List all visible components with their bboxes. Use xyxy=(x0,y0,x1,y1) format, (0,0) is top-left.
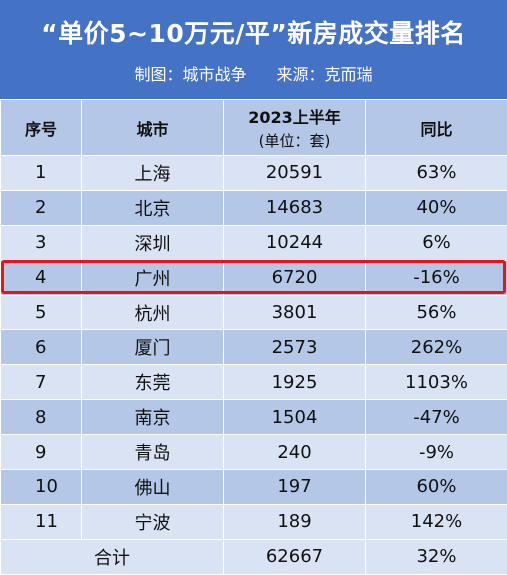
cell-yoy: 56% xyxy=(365,294,507,331)
table-row: 2 北京 14683 40% xyxy=(0,189,507,226)
cell-city: 佛山 xyxy=(81,469,224,505)
cell-yoy: 262% xyxy=(365,329,507,366)
cell-yoy: 1103% xyxy=(365,364,507,401)
header-rank: 序号 xyxy=(0,99,82,156)
cell-volume: 14683 xyxy=(223,189,366,226)
cell-city: 宁波 xyxy=(81,503,224,540)
table-row: 4 广州 6720 -16% xyxy=(0,259,507,296)
cell-volume: 1504 xyxy=(223,399,366,436)
ranking-table: 序号 城市 2023上半年 (单位：套) 同比 1 上海 20591 63% 2 北京 14… xyxy=(0,99,507,575)
table-row: 7 东莞 1925 1103% xyxy=(0,364,507,401)
cell-city: 深圳 xyxy=(81,224,224,261)
cell-city: 上海 xyxy=(81,155,224,191)
cell-volume: 240 xyxy=(223,434,366,471)
cell-volume: 6720 xyxy=(223,259,366,296)
table-header-row: 序号 城市 2023上半年 (单位：套) 同比 xyxy=(0,99,507,156)
cell-city: 东莞 xyxy=(81,364,224,401)
table-row: 1 上海 20591 63% xyxy=(0,155,507,191)
cell-volume: 197 xyxy=(223,469,366,505)
table-row: 11 宁波 189 142% xyxy=(0,503,507,540)
cell-yoy: -47% xyxy=(365,399,507,436)
header-city: 城市 xyxy=(81,99,224,156)
cell-yoy: -9% xyxy=(365,434,507,471)
cell-rank: 9 xyxy=(0,434,82,471)
cell-yoy: 142% xyxy=(365,503,507,540)
cell-volume: 1925 xyxy=(223,364,366,401)
cell-volume: 189 xyxy=(223,503,366,540)
cell-rank: 7 xyxy=(0,364,82,401)
header-volume: 2023上半年 (单位：套) xyxy=(223,99,366,156)
cell-rank: 4 xyxy=(0,259,82,296)
cell-volume: 10244 xyxy=(223,224,366,261)
cell-rank: 1 xyxy=(0,155,82,191)
total-label: 合计 xyxy=(0,538,224,575)
cell-yoy: 40% xyxy=(365,189,507,226)
cell-rank: 8 xyxy=(0,399,82,436)
cell-yoy: 63% xyxy=(365,155,507,191)
cell-city: 南京 xyxy=(81,399,224,436)
page-title: “单价5~10万元/平”新房成交量排名 xyxy=(41,19,466,48)
cell-city: 青岛 xyxy=(81,434,224,471)
total-row: 合计 62667 32% xyxy=(0,538,507,575)
cell-volume: 3801 xyxy=(223,294,366,331)
cell-rank: 11 xyxy=(0,503,82,540)
header-yoy: 同比 xyxy=(365,99,507,156)
header-volume-title: 2023上半年 xyxy=(248,108,341,127)
cell-volume: 20591 xyxy=(223,155,366,191)
cell-yoy: 6% xyxy=(365,224,507,261)
cell-volume: 2573 xyxy=(223,329,366,366)
table-row: 3 深圳 10244 6% xyxy=(0,224,507,261)
cell-yoy: -16% xyxy=(365,259,507,296)
cell-rank: 10 xyxy=(0,469,82,505)
title-banner: “单价5~10万元/平”新房成交量排名 制图：城市战争 来源：克而瑞 xyxy=(0,0,507,99)
header-volume-unit: (单位：套) xyxy=(258,132,331,150)
cell-rank: 2 xyxy=(0,189,82,226)
cell-rank: 3 xyxy=(0,224,82,261)
cell-city: 北京 xyxy=(81,189,224,226)
cell-city: 杭州 xyxy=(81,294,224,331)
cell-yoy: 60% xyxy=(365,469,507,505)
cell-city: 广州 xyxy=(81,259,224,296)
total-volume: 62667 xyxy=(223,538,366,575)
table-row: 8 南京 1504 -47% xyxy=(0,399,507,436)
subtitle: 制图：城市战争 来源：克而瑞 xyxy=(0,61,507,85)
data-source-credit: 来源：克而瑞 xyxy=(276,65,373,84)
table-row: 9 青岛 240 -9% xyxy=(0,434,507,471)
cell-city: 厦门 xyxy=(81,329,224,366)
cell-rank: 5 xyxy=(0,294,82,331)
cell-rank: 6 xyxy=(0,329,82,366)
table-row: 6 厦门 2573 262% xyxy=(0,329,507,366)
total-yoy: 32% xyxy=(365,538,507,575)
table-row: 10 佛山 197 60% xyxy=(0,469,507,505)
chart-maker-credit: 制图：城市战争 xyxy=(134,65,247,84)
table-row: 5 杭州 3801 56% xyxy=(0,294,507,331)
